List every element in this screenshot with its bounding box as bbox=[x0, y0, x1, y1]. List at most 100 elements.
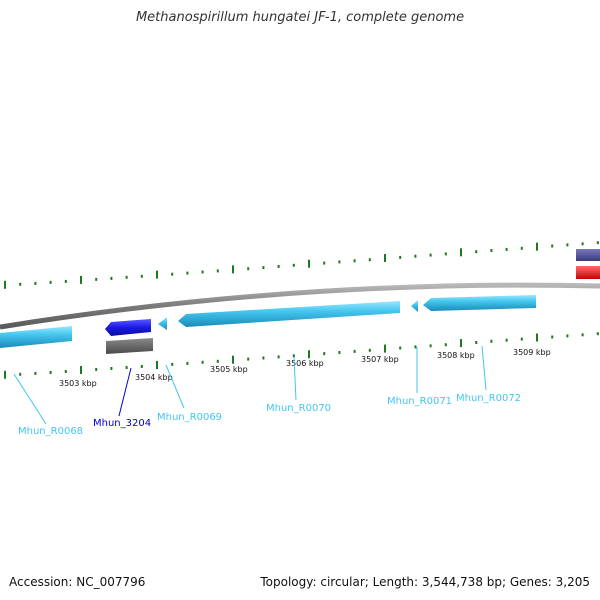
gc-dot bbox=[414, 254, 417, 258]
leader-mhun-r0072 bbox=[481, 345, 487, 391]
gene-arrow-mhun-r0071 bbox=[411, 300, 418, 312]
gc-dot bbox=[110, 276, 113, 280]
gc-dot bbox=[414, 345, 417, 349]
gc-dot bbox=[520, 337, 523, 341]
upper-gc-track bbox=[4, 241, 599, 289]
gc-dot bbox=[353, 259, 356, 263]
leader-mhun-3204 bbox=[118, 367, 132, 417]
topology-label: Topology: circular; Length: 3,544,738 bp… bbox=[260, 575, 590, 589]
gc-dot bbox=[80, 366, 82, 374]
gc-dot bbox=[490, 339, 493, 343]
gc-dot bbox=[399, 346, 402, 350]
gc-dot bbox=[49, 280, 52, 284]
gc-dot bbox=[201, 270, 204, 274]
gc-dot bbox=[505, 247, 508, 251]
gc-dot bbox=[399, 255, 402, 259]
tick-3508: 3508 kbp bbox=[437, 351, 475, 360]
gc-dot bbox=[460, 339, 462, 348]
gc-dot bbox=[551, 244, 554, 248]
gene-arrow-mhun-3204 bbox=[105, 319, 151, 336]
gc-dot bbox=[384, 344, 386, 353]
accession-label: Accession: NC_007796 bbox=[9, 575, 146, 589]
gc-dot bbox=[475, 250, 478, 254]
gene-label-mhun-3204: Mhun_3204 bbox=[93, 418, 151, 429]
gc-dot bbox=[186, 361, 189, 365]
tick-3507: 3507 kbp bbox=[361, 355, 399, 364]
gc-dot bbox=[232, 355, 234, 364]
gc-dot bbox=[216, 359, 219, 363]
gc-dot bbox=[49, 371, 52, 374]
gc-dot bbox=[520, 246, 523, 250]
gc-dot bbox=[277, 355, 280, 359]
tick-3505: 3505 kbp bbox=[210, 365, 248, 374]
gene-label-mhun-r0069: Mhun_R0069 bbox=[157, 412, 222, 423]
gc-dot bbox=[95, 368, 98, 371]
gc-dot bbox=[171, 362, 174, 366]
gc-dot bbox=[368, 348, 371, 352]
gc-dot bbox=[80, 275, 82, 284]
tick-3504: 3504 kbp bbox=[135, 373, 173, 382]
gc-dot bbox=[140, 274, 143, 278]
gc-dot bbox=[323, 261, 326, 265]
gc-dot bbox=[566, 334, 569, 338]
gc-dot bbox=[368, 258, 371, 262]
gc-dot bbox=[277, 265, 280, 268]
gc-dot bbox=[475, 341, 478, 344]
gc-dot bbox=[581, 242, 584, 246]
genome-backbone bbox=[0, 282, 600, 330]
gc-dot bbox=[338, 351, 341, 354]
gc-dot bbox=[596, 241, 599, 245]
gc-dot bbox=[95, 277, 98, 281]
feature-red-block bbox=[576, 266, 600, 279]
gc-dot bbox=[551, 335, 554, 339]
leader-mhun-r0070 bbox=[293, 356, 297, 401]
gc-dot bbox=[156, 270, 158, 279]
gc-dot bbox=[292, 354, 295, 358]
gc-dot bbox=[308, 259, 310, 268]
gc-dot bbox=[323, 352, 326, 356]
gene-arrow-mhun-r0069 bbox=[158, 317, 167, 330]
gc-dot bbox=[566, 243, 569, 247]
gc-dot bbox=[110, 367, 113, 370]
gc-dot bbox=[232, 265, 234, 274]
gc-dot bbox=[125, 275, 128, 279]
gc-dot bbox=[384, 254, 386, 262]
gc-dot bbox=[444, 343, 447, 347]
gc-dot bbox=[216, 269, 219, 273]
gene-arrow-mhun-r0070 bbox=[178, 301, 400, 327]
gc-dot bbox=[140, 365, 143, 368]
gc-dot bbox=[505, 338, 508, 342]
gc-dot bbox=[338, 260, 341, 264]
gc-dot bbox=[186, 271, 189, 275]
gc-dot bbox=[308, 350, 310, 359]
gc-dot bbox=[4, 370, 6, 379]
gc-dot bbox=[444, 252, 447, 256]
gc-dot bbox=[581, 333, 584, 337]
gene-arrow-mhun-r0072 bbox=[423, 295, 536, 311]
gene-label-mhun-r0072: Mhun_R0072 bbox=[456, 393, 521, 404]
gc-dot bbox=[34, 281, 37, 285]
gene-block-gray bbox=[106, 338, 153, 354]
tick-3509: 3509 kbp bbox=[513, 348, 551, 357]
gc-dot bbox=[596, 332, 599, 336]
gc-dot bbox=[262, 266, 265, 270]
gc-dot bbox=[156, 361, 158, 369]
feature-purple-block bbox=[576, 249, 600, 261]
gene-label-mhun-r0071: Mhun_R0071 bbox=[387, 396, 452, 407]
gene-arrow-mhun-r0068 bbox=[0, 326, 72, 348]
gc-dot bbox=[4, 280, 6, 289]
gene-label-mhun-r0068: Mhun_R0068 bbox=[18, 426, 83, 437]
gc-dot bbox=[171, 272, 174, 276]
tick-3506: 3506 kbp bbox=[286, 359, 324, 368]
gc-dot bbox=[247, 267, 250, 271]
gc-dot bbox=[490, 249, 493, 252]
gc-dot bbox=[125, 366, 128, 369]
gene-label-mhun-r0070: Mhun_R0070 bbox=[266, 403, 331, 414]
tick-3503: 3503 kbp bbox=[59, 379, 97, 388]
leader-mhun-r0068 bbox=[13, 373, 47, 425]
gc-dot bbox=[64, 370, 67, 373]
map-title: Methanospirillum hungatei JF-1, complete… bbox=[135, 10, 465, 25]
gc-dot bbox=[34, 371, 37, 375]
gc-dot bbox=[536, 242, 538, 251]
